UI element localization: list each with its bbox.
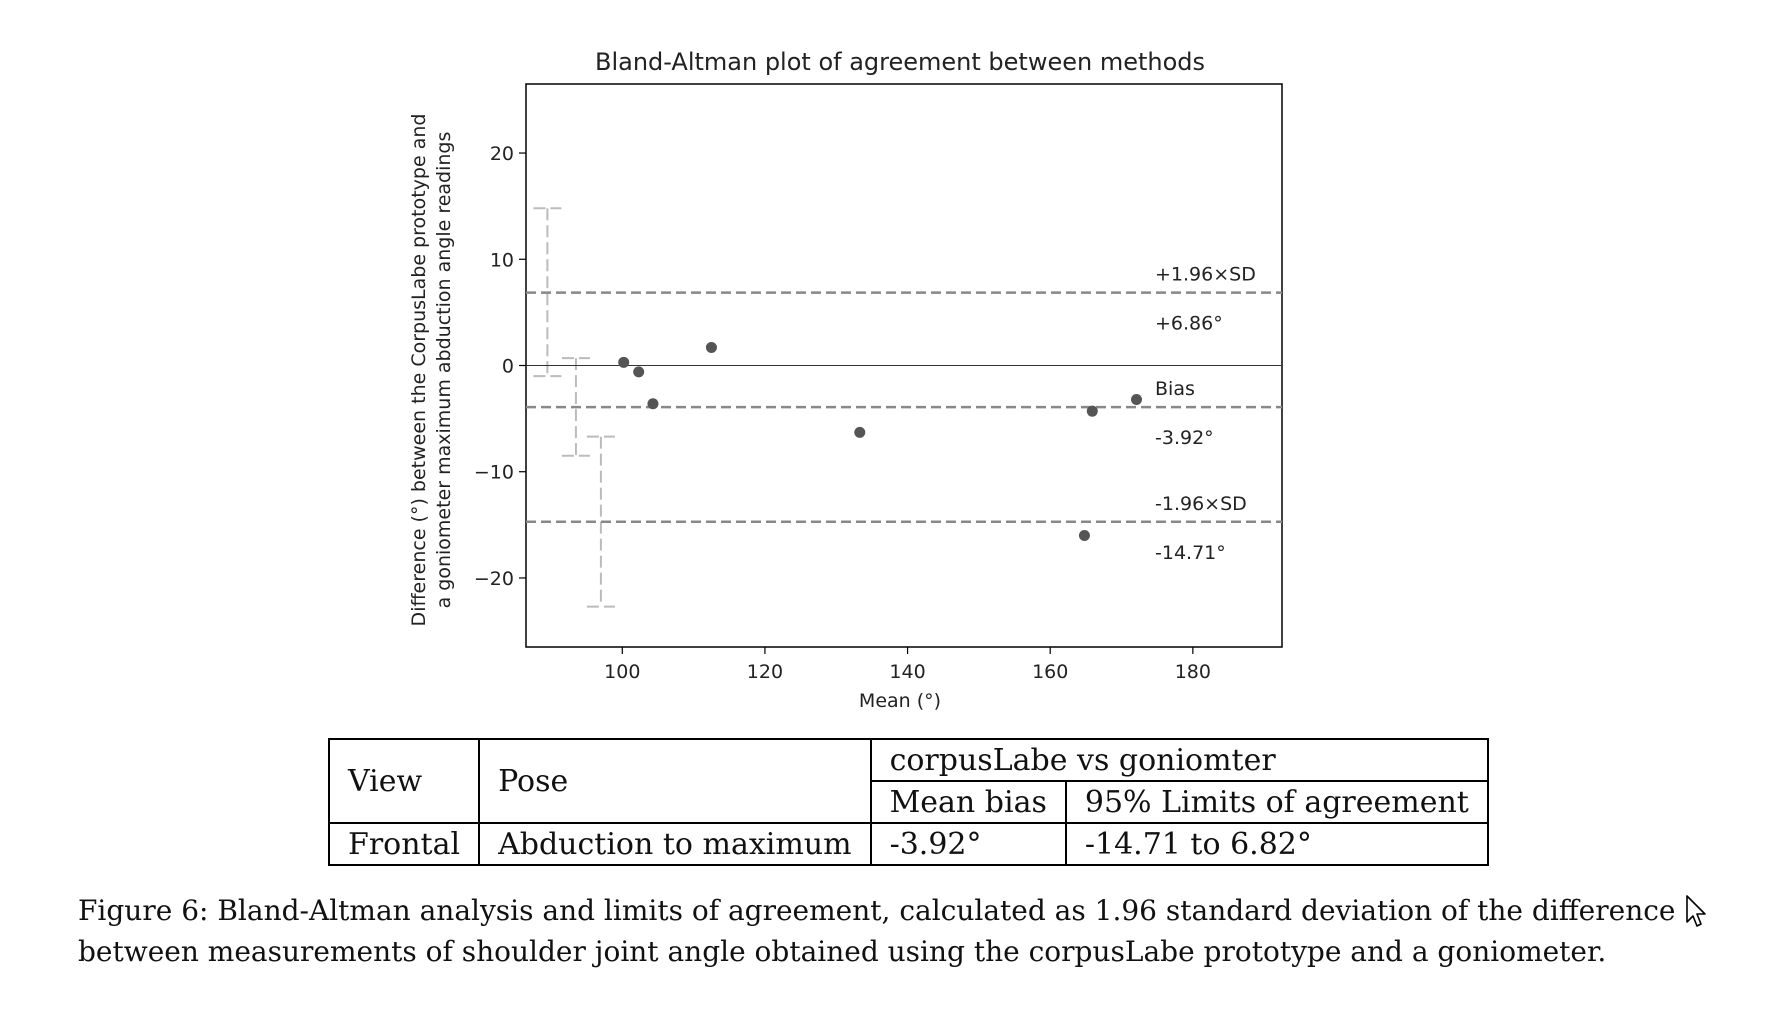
y-axis-label-line1: Difference (°) between the CorpusLabe pr… [408,114,430,627]
figure-caption: Figure 6: Bland-Altman analysis and limi… [78,894,1676,968]
data-point [647,398,659,410]
y-tick-label-20: 20 [490,143,514,165]
y-tick-label-10: 10 [490,249,514,271]
header-view: View [327,738,481,824]
mouse-cursor-icon [1686,895,1706,927]
bias-line-name: Bias [1155,378,1195,400]
ci-bracket-1 [533,207,562,378]
x-axis-label: Mean (°) [859,690,941,712]
data-point [705,341,717,353]
lower-line-value: -14.71° [1155,542,1226,564]
table-row: Frontal Abduction to maximum -3.92° -14.… [327,822,1489,866]
upper-line-name: +1.96×SD [1155,264,1256,286]
data-point [1078,529,1090,541]
data-point [633,366,645,378]
chart-title: Bland-Altman plot of agreement between m… [595,48,1205,76]
cell-limits: -14.71 to 6.82° [1064,822,1489,866]
header-comparison: corpusLabe vs goniomter [869,738,1489,782]
x-tick-label-140: 140 [889,661,925,683]
lower-line-name: -1.96×SD [1155,493,1247,515]
y-tick-label-0: 0 [502,356,514,378]
ci-bracket-2 [561,357,590,457]
x-tick-label-100: 100 [604,661,640,683]
bias-line-value: -3.92° [1155,427,1214,449]
y-tick-label--20: −20 [474,568,514,590]
data-point [1086,405,1098,417]
cell-pose: Abduction to maximum [478,822,872,866]
y-axis-label-line2: a goniometer maximum abduction angle rea… [433,132,455,609]
header-mean-bias: Mean bias [869,780,1067,824]
upper-line-value: +6.86° [1155,313,1223,335]
header-pose: Pose [478,738,872,824]
cell-mean-bias: -3.92° [869,822,1067,866]
cell-view: Frontal [327,822,481,866]
agreement-table: View Pose corpusLabe vs goniomter Mean b… [327,738,1489,866]
table-subheader-row: Mean bias 95% Limits of agreement [329,780,1489,824]
data-point [854,426,866,438]
bland-altman-chart: Bland-Altman plot of agreement between m… [408,48,1283,712]
data-point [1131,393,1143,405]
header-limits: 95% Limits of agreement [1064,780,1489,824]
table-header-row: View Pose corpusLabe vs goniomter [327,738,1489,824]
x-tick-label-160: 160 [1032,661,1068,683]
x-tick-label-120: 120 [747,661,783,683]
ci-bracket-3 [586,435,615,608]
x-tick-label-180: 180 [1175,661,1211,683]
data-point [618,356,630,368]
plot-area: 100 120 140 160 180 −20 −10 0 10 20 +1.96×SD +6.86°… [474,83,1283,683]
y-tick-label--10: −10 [474,462,514,484]
